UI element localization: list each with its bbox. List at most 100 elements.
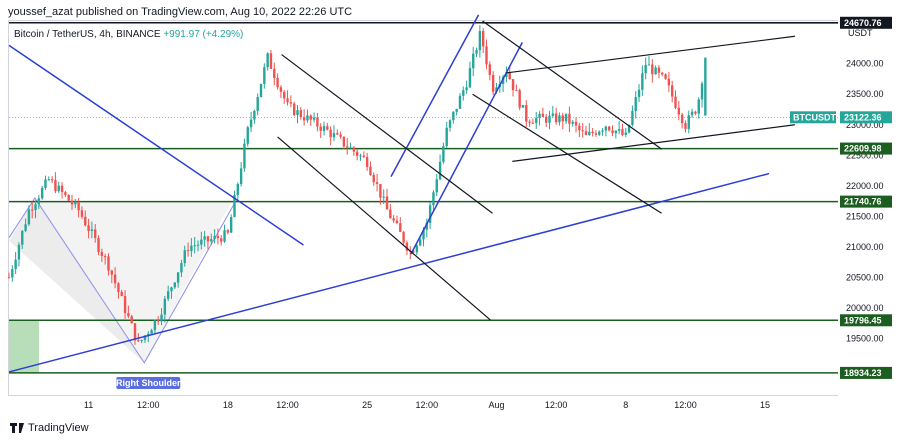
candle-body xyxy=(54,180,57,192)
x-tick-label: 12:00 xyxy=(416,400,439,410)
candle-body xyxy=(525,105,528,122)
candle-body xyxy=(210,239,213,242)
candle-body xyxy=(680,114,684,124)
candle-body xyxy=(243,143,246,169)
candle-body xyxy=(690,111,694,116)
price-axis-bg xyxy=(838,20,900,396)
candle-body xyxy=(90,229,94,232)
rising-wedge-upper xyxy=(506,35,795,74)
zone-box xyxy=(9,320,39,373)
candle-body xyxy=(349,147,352,149)
candle-body xyxy=(551,113,555,116)
candle-body xyxy=(468,68,472,88)
candle-body xyxy=(488,64,492,75)
candle-body xyxy=(239,168,243,184)
candle-body xyxy=(80,210,84,217)
candle-body xyxy=(684,123,687,129)
candle-body xyxy=(627,124,631,133)
x-tick-label: 11 xyxy=(84,400,93,410)
candle-body xyxy=(385,196,389,210)
annotation-text: Right Shoulder xyxy=(116,378,181,388)
candle-body xyxy=(415,245,419,253)
candle-body xyxy=(276,77,279,88)
candle-body xyxy=(667,78,671,86)
candle-body xyxy=(700,83,704,100)
candle-body xyxy=(120,291,123,297)
candle-body xyxy=(697,99,700,114)
candle-body xyxy=(455,108,458,112)
candle-body xyxy=(31,209,34,211)
candle-body xyxy=(326,126,329,130)
candle-body xyxy=(147,333,150,336)
candle-body xyxy=(445,127,448,147)
candle-body xyxy=(173,282,176,288)
candle-body xyxy=(664,74,667,79)
candle-body xyxy=(581,130,584,132)
tradingview-logo-icon xyxy=(10,423,24,433)
y-tick-label: 24000.00 xyxy=(846,59,884,69)
candle-body xyxy=(541,113,545,117)
price-level-tag-1 xyxy=(840,142,892,155)
candle-body xyxy=(687,115,690,129)
candle-body xyxy=(375,182,379,184)
candle-body xyxy=(259,83,263,97)
candle-body xyxy=(200,239,203,245)
candle-body-last xyxy=(704,57,707,116)
candle-body xyxy=(634,97,637,112)
candle-body xyxy=(170,287,173,292)
candle-body xyxy=(24,224,27,231)
candle-body xyxy=(84,216,87,226)
candle-body xyxy=(269,53,273,69)
candle-body xyxy=(249,119,253,128)
price-level-tag-2 xyxy=(840,195,892,208)
candle-body xyxy=(637,89,641,98)
pattern-shade-right xyxy=(34,201,232,363)
y-tick-label: 20500.00 xyxy=(846,272,884,282)
candle-body xyxy=(302,117,306,121)
candle-body xyxy=(339,134,342,137)
candle-body xyxy=(279,87,283,92)
candle-body xyxy=(153,320,157,331)
candle-body xyxy=(674,96,677,108)
candle-body xyxy=(379,183,382,198)
candle-body xyxy=(322,126,326,131)
y-tick-label: 20000.00 xyxy=(846,303,884,313)
candle-body xyxy=(452,111,455,121)
candle-body xyxy=(382,196,385,198)
candle-body xyxy=(607,126,611,131)
candle-body xyxy=(631,111,634,125)
candle-body xyxy=(34,204,37,211)
candle-body xyxy=(113,274,117,284)
candle-body xyxy=(564,113,568,122)
y-tick-label: 23000.00 xyxy=(846,120,884,130)
pattern-outline xyxy=(8,197,237,364)
candle-body xyxy=(140,339,143,341)
candle-body xyxy=(130,316,133,324)
candle-body xyxy=(157,320,160,322)
y-tick-label: 22000.00 xyxy=(846,181,884,191)
candle-body xyxy=(160,314,163,322)
candle-body xyxy=(458,95,462,109)
candle-body xyxy=(355,151,359,156)
candle-body xyxy=(362,155,366,158)
candle-body xyxy=(220,238,223,242)
candle-body xyxy=(27,209,31,225)
price-level-tag-3 xyxy=(840,314,892,327)
x-tick-label: 12:00 xyxy=(674,400,697,410)
candle-body xyxy=(316,117,319,127)
candle-body xyxy=(647,64,651,66)
candle-body xyxy=(475,50,478,54)
candle-body xyxy=(319,126,322,131)
candle-body xyxy=(180,263,183,273)
x-tick-label: 12:00 xyxy=(545,400,568,410)
channel-1-upper xyxy=(281,54,493,214)
y-tick-label: 23500.00 xyxy=(846,89,884,99)
candle-body xyxy=(37,198,41,205)
candle-body xyxy=(651,64,654,75)
candle-body xyxy=(203,236,206,240)
candle-body xyxy=(87,225,90,232)
candle-body xyxy=(77,201,80,211)
candle-body xyxy=(671,85,674,97)
candle-body xyxy=(598,131,601,135)
